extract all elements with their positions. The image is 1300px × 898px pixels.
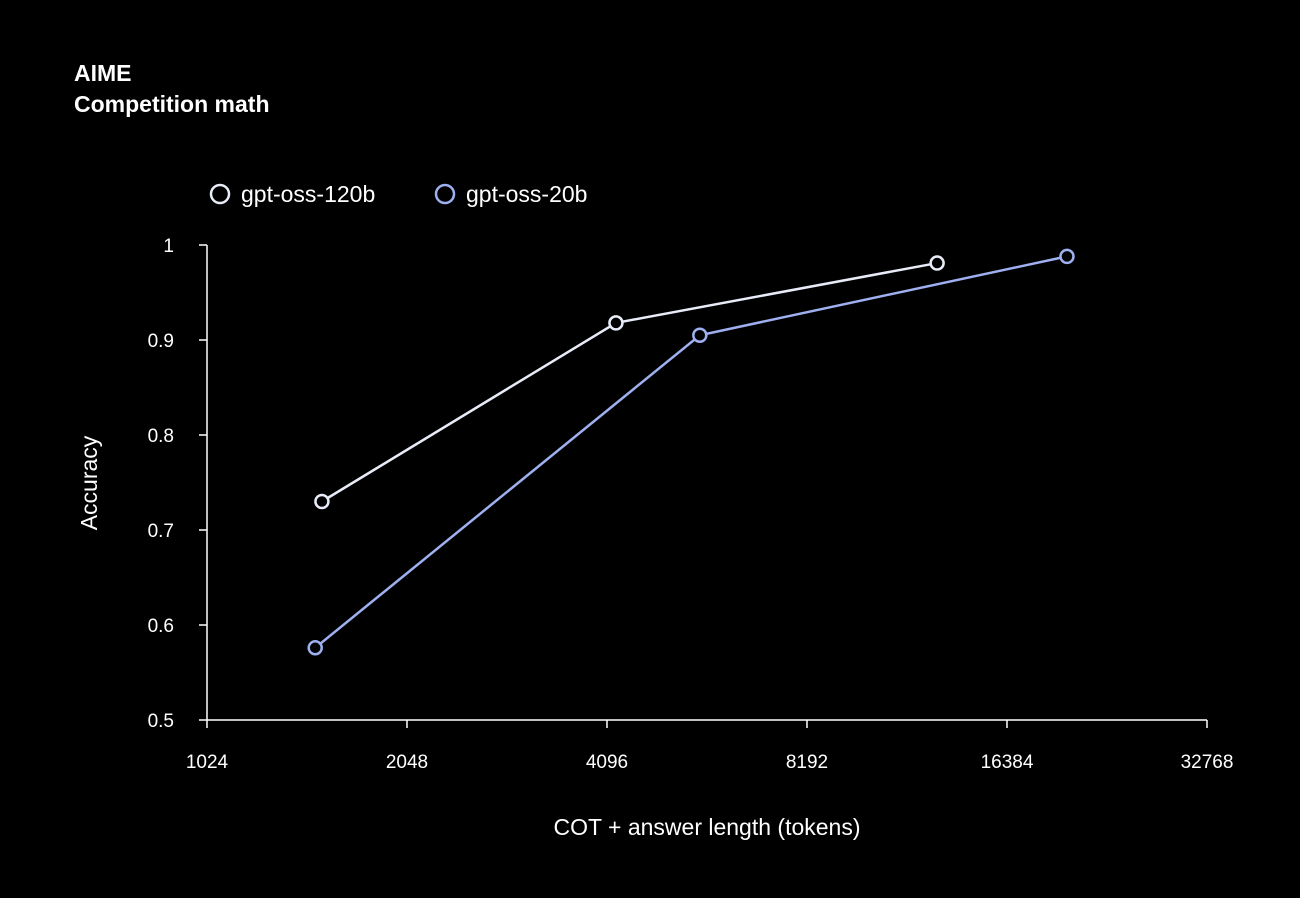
y-tick-label: 0.8	[148, 426, 174, 447]
data-point	[929, 255, 945, 271]
data-point	[692, 327, 708, 343]
legend: gpt-oss-120b gpt-oss-20b	[209, 181, 587, 207]
chart-title: AIME	[74, 60, 132, 86]
y-axis-label: Accuracy	[76, 435, 102, 530]
data-point	[307, 640, 323, 656]
data-point	[608, 315, 624, 331]
legend-label: gpt-oss-20b	[466, 181, 587, 207]
x-tick-label: 4096	[586, 752, 628, 773]
x-tick-label: 8192	[786, 752, 828, 773]
series-line-gpt-oss-120b	[321, 261, 938, 503]
series-group	[307, 248, 1075, 656]
y-tick-label: 0.6	[148, 616, 174, 637]
x-tick-label: 1024	[186, 752, 229, 773]
y-tick-label: 0.9	[148, 331, 174, 352]
x-tick-label: 32768	[1181, 752, 1234, 773]
legend-label: gpt-oss-120b	[241, 181, 375, 207]
y-tick-label: 0.7	[148, 521, 174, 542]
axes: 1024 2048 4096 8192 16384 32768 0.5 0.6 0.7 0.8 0.…	[148, 236, 1234, 773]
chart-subtitle: Competition math	[74, 91, 270, 117]
x-axis-label: COT + answer length (tokens)	[553, 814, 860, 840]
x-tick-label: 16384	[981, 752, 1034, 773]
data-point	[314, 493, 330, 510]
legend-marker	[209, 183, 231, 205]
legend-marker	[434, 183, 456, 205]
series-line-gpt-oss-20b	[314, 255, 1068, 649]
x-tick-label: 2048	[386, 752, 428, 773]
y-tick-label: 1	[163, 236, 174, 257]
chart-title-block: AIME Competition math	[74, 58, 270, 120]
y-tick-label: 0.5	[148, 711, 174, 732]
data-point	[1059, 248, 1075, 265]
